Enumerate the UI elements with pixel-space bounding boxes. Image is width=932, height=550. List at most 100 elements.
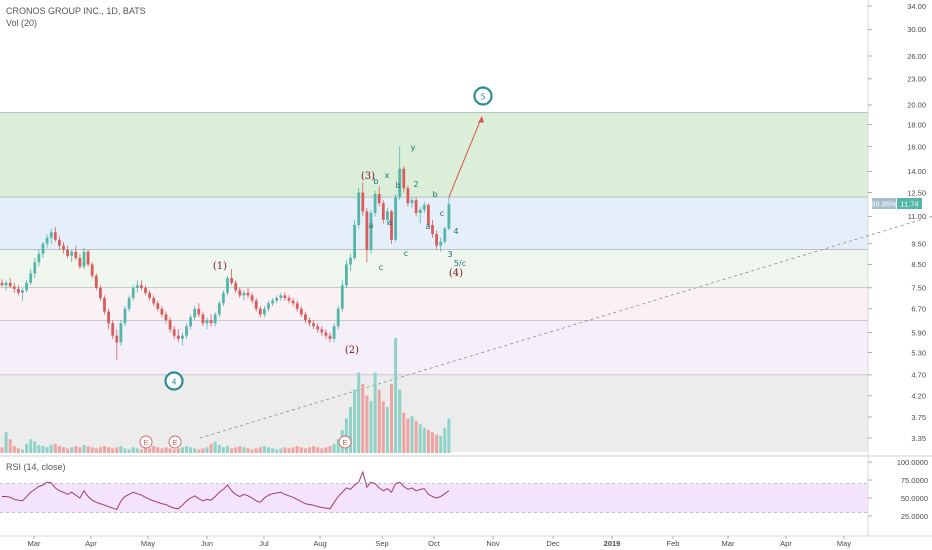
price-tick-label-7: 14.00 [907, 167, 926, 176]
candle-body-73 [299, 308, 303, 315]
volume-bar-90 [369, 401, 373, 453]
candle-body-53 [217, 303, 221, 315]
rsi-tick-label-0: 100.0000 [897, 458, 928, 467]
candle-body-67 [275, 297, 279, 301]
rsi-legend[interactable]: RSI (14, close) [6, 462, 66, 472]
earnings-marker-ring-1 [168, 435, 182, 449]
candle-body-62 [254, 300, 258, 309]
candle-body-94 [386, 211, 389, 220]
time-tick-label-5: Aug [313, 539, 326, 548]
volume-bar-91 [373, 372, 377, 453]
price-tick-label-0: 34.00 [907, 2, 926, 11]
symbol-legend[interactable]: CRONOS GROUP INC., 1D, BATS [6, 6, 146, 16]
candle-body-108 [443, 228, 447, 242]
candle-body-30 [123, 308, 127, 324]
volume-bar-2 [8, 439, 12, 453]
volume-bar-27 [111, 448, 115, 453]
volume-bar-57 [234, 447, 238, 453]
candle-body-96 [394, 197, 397, 240]
candle-body-7 [29, 273, 33, 283]
candle-body-21 [86, 251, 90, 265]
volume-bar-88 [361, 384, 365, 453]
volume-bar-38 [156, 447, 160, 453]
volume-bar-52 [213, 441, 217, 453]
candle-body-15 [62, 245, 65, 250]
candle-body-86 [353, 225, 356, 258]
volume-bar-46 [189, 447, 193, 453]
time-tick-label-10: 2019 [604, 539, 621, 548]
trend-line[interactable] [199, 215, 932, 439]
time-tick-label-11: Feb [667, 539, 680, 548]
candle-body-10 [41, 243, 45, 254]
volume-bar-16 [66, 448, 70, 453]
projection-arrow[interactable] [448, 116, 484, 198]
volume-bar-6 [25, 443, 29, 453]
candle-body-87 [357, 192, 361, 226]
fib-band-4 [0, 320, 868, 375]
volume-bar-67 [275, 449, 279, 453]
volume-bar-95 [390, 384, 393, 453]
candle-body-43 [176, 335, 180, 339]
time-tick-label-7: Oct [428, 539, 441, 548]
candle-body-45 [185, 326, 188, 336]
wave-label-3: (4) [449, 268, 463, 279]
price-tick-label-1: 30.00 [907, 25, 926, 34]
volume-bar-23 [94, 448, 98, 453]
volume-bar-81 [332, 443, 336, 453]
candle-body-74 [304, 314, 307, 321]
rsi-axis[interactable]: 100.0000 75.0000 50.0000 25.0000 [868, 458, 928, 521]
volume-bar-25 [103, 446, 106, 453]
candle-body-34 [140, 285, 143, 288]
volume-bar-43 [176, 448, 180, 453]
volume-bar-69 [283, 447, 287, 453]
volume-bar-44 [180, 447, 184, 453]
time-tick-label-9: Dec [546, 539, 560, 548]
candle-body-55 [226, 278, 229, 293]
wave-sub-label-14: 5/c [454, 259, 466, 268]
volume-bar-94 [385, 407, 389, 453]
last-price-label: 11.74 [900, 200, 918, 209]
candle-body-36 [148, 292, 151, 298]
price-tick-label-12: 7.50 [911, 284, 926, 293]
volume-bar-56 [230, 448, 234, 453]
volume-bar-103 [422, 427, 426, 453]
candle-body-25 [103, 297, 106, 312]
volume-bar-15 [62, 447, 65, 453]
candle-body-69 [283, 295, 287, 298]
volume-bar-89 [365, 395, 369, 453]
earnings-marker-ring-0 [139, 435, 153, 449]
volume-bar-4 [16, 448, 20, 453]
volume-bars [0, 338, 451, 453]
candle-body-49 [201, 314, 205, 324]
volume-bar-7 [29, 439, 33, 453]
volume-bar-10 [41, 446, 45, 453]
circled-wave-label-0: 4 [171, 378, 176, 387]
wave-sub-label-12: c [440, 209, 444, 218]
earnings-marker-label-0: E [143, 438, 148, 447]
candle-body-3 [12, 286, 16, 290]
candle-body-28 [115, 335, 119, 343]
rsi-pane [0, 470, 868, 513]
volume-bar-31 [127, 449, 131, 453]
time-axis[interactable]: Mar Apr May Jun Jul Aug Sep Oct Nov Dec 2019 Feb Mar… [28, 536, 852, 548]
volume-bar-13 [53, 443, 57, 453]
volume-bar-0 [0, 447, 4, 453]
wave-sub-label-5: b [432, 190, 437, 199]
volume-bar-102 [418, 424, 422, 453]
price-axis[interactable]: 34.00 30.00 26.00 23.00 20.00 18.00 16.00 14.00… [868, 2, 926, 443]
volume-bar-3 [12, 446, 16, 453]
volume-bar-73 [299, 447, 303, 453]
wave-sub-label-9: 4 [453, 227, 458, 236]
volume-bar-48 [197, 449, 201, 453]
wave-sub-label-2: b [395, 181, 400, 190]
volume-bar-54 [221, 447, 225, 453]
volume-bar-78 [320, 448, 324, 453]
volume-bar-28 [115, 447, 119, 453]
volume-bar-100 [410, 416, 414, 453]
candle-body-38 [156, 303, 160, 309]
volume-legend[interactable]: Vol (20) [6, 18, 38, 28]
volume-bar-39 [160, 448, 164, 453]
last-price-box [897, 198, 922, 209]
volume-bar-92 [377, 389, 381, 453]
